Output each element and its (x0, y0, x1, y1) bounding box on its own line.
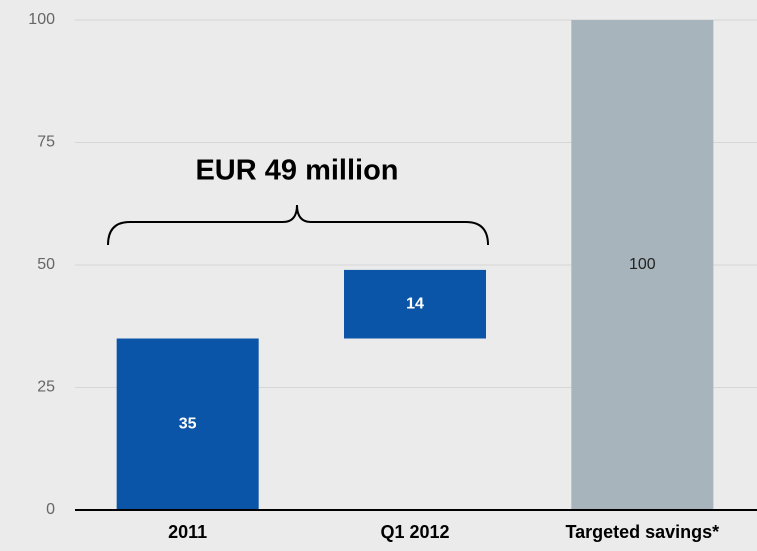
bar (116, 338, 259, 510)
x-tick-label: 2011 (168, 522, 207, 542)
value-label: 100 (629, 256, 656, 273)
bar (344, 269, 486, 339)
value-label: 14 (406, 295, 424, 312)
x-tick-label: Q1 2012 (380, 522, 449, 542)
x-tick-label: Targeted savings* (565, 522, 719, 542)
y-tick-label: 100 (28, 11, 55, 28)
value-label: 35 (179, 415, 197, 432)
y-tick-label: 50 (37, 256, 55, 273)
y-tick-label: 0 (46, 501, 55, 518)
annotation: EUR 49 million (195, 155, 398, 187)
brace (107, 204, 489, 246)
y-tick-label: 75 (37, 134, 55, 151)
y-tick-label: 25 (37, 379, 55, 396)
bar (571, 20, 714, 510)
